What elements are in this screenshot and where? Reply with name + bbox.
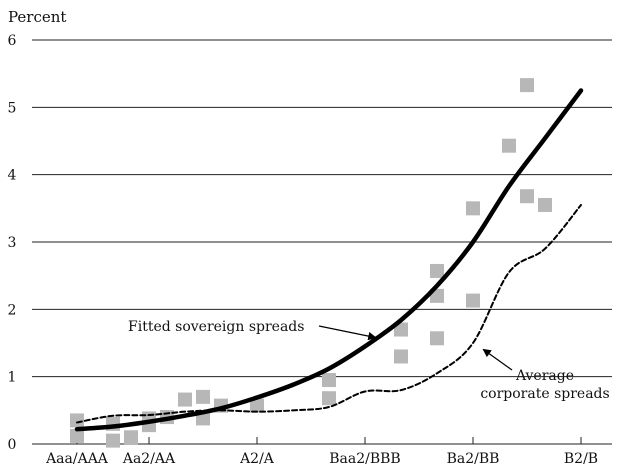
- scatter-point: [520, 78, 534, 93]
- scatter-points: [70, 78, 552, 448]
- gridlines: [32, 39, 612, 445]
- scatter-point: [322, 391, 336, 406]
- x-tick-label: Aaa/AAA: [45, 451, 109, 467]
- scatter-point: [394, 322, 408, 337]
- scatter-point: [394, 349, 408, 364]
- y-tick-label: 0: [8, 437, 17, 453]
- y-tick-label: 3: [8, 235, 17, 251]
- annotation-arrow: [318, 325, 377, 341]
- scatter-point: [430, 331, 444, 346]
- annotation-fitted-sovereign-spreads: Fitted sovereign spreads: [128, 319, 304, 335]
- scatter-point: [430, 263, 444, 278]
- scatter-point: [124, 430, 138, 445]
- y-tick-label: 4: [8, 168, 17, 184]
- y-tick-label: 5: [8, 100, 17, 116]
- y-axis-title: Percent: [8, 8, 66, 26]
- y-tick-label: 1: [8, 370, 17, 386]
- scatter-point: [250, 398, 264, 413]
- scatter-point: [178, 392, 192, 407]
- x-tick-label: Aa2/AA: [122, 451, 176, 467]
- scatter-point: [196, 389, 210, 404]
- series-lines: [74, 88, 584, 432]
- y-tick-labels: 0 1 2 3 4 5 6: [8, 33, 17, 453]
- y-tick-label: 2: [8, 302, 17, 318]
- average-corporate-spreads-line: [76, 203, 582, 424]
- scatter-point: [466, 293, 480, 308]
- scatter-point: [538, 197, 552, 212]
- x-tick-label: A2/A: [239, 451, 275, 467]
- scatter-point: [466, 201, 480, 216]
- x-tick-label: Baa2/BBB: [329, 451, 400, 467]
- x-tick-label: Ba2/BB: [447, 451, 500, 467]
- annotations: Fitted sovereign spreads Average corporate…: [128, 319, 610, 402]
- scatter-point: [70, 428, 84, 443]
- annotation-average-line-2: corporate spreads: [480, 386, 609, 402]
- scatter-point: [106, 433, 120, 448]
- annotation-average-line-1: Average: [515, 368, 574, 384]
- annotation-arrow: [482, 348, 513, 371]
- fitted-sovereign-spreads-line: [74, 88, 584, 432]
- scatter-point: [502, 138, 516, 153]
- y-tick-label: 6: [8, 33, 17, 49]
- scatter-point: [520, 189, 534, 204]
- x-tick-labels: Aaa/AAA Aa2/AA A2/A Baa2/BBB Ba2/BB B2/B: [45, 437, 598, 467]
- x-tick-label: B2/B: [564, 451, 598, 467]
- scatter-point: [322, 373, 336, 388]
- scatter-point: [70, 413, 84, 428]
